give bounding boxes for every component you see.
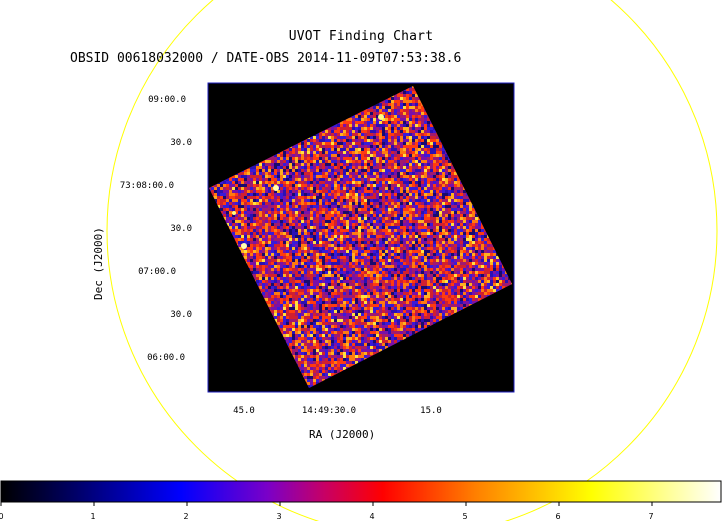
- colorbar-label: 0: [0, 512, 4, 521]
- dec-tick-label: 06:00.0: [147, 353, 185, 363]
- source-marker: [241, 243, 247, 249]
- y-axis-label: Dec (J2000): [92, 227, 105, 300]
- source-marker: [273, 185, 279, 191]
- ra-tick-label: 15.0: [420, 406, 442, 416]
- ra-tick-label: 14:49:30.0: [301, 406, 357, 416]
- ra-tick-label: 45.0: [233, 406, 255, 416]
- colorbar-label: 6: [555, 512, 561, 521]
- chart-subtitle: OBSID 00618032000 / DATE-OBS 2014-11-09T…: [70, 51, 462, 66]
- dec-tick-label: 07:00.0: [138, 267, 176, 277]
- dec-tick-label: 09:00.0: [148, 95, 186, 105]
- source-marker: [378, 114, 384, 120]
- colorbar-label: 2: [183, 512, 189, 521]
- colorbar: [0, 480, 722, 503]
- bright-sources: [232, 114, 384, 249]
- colorbar-label: 4: [369, 512, 375, 521]
- source-marker: [232, 211, 236, 215]
- colorbar-label: 3: [276, 512, 282, 521]
- colorbar-label: 1: [90, 512, 96, 521]
- colorbar-label: 7: [648, 512, 654, 521]
- dec-tick-label: 73:08:00.0: [119, 181, 174, 191]
- x-axis-label: RA (J2000): [309, 428, 376, 441]
- dec-tick-label: 30.0: [170, 224, 192, 234]
- colorbar-ticks: [0, 502, 653, 506]
- colorbar-label: 5: [462, 512, 468, 521]
- chart-title: UVOT Finding Chart: [288, 29, 434, 44]
- dec-tick-label: 30.0: [170, 310, 192, 320]
- dec-tick-label: 30.0: [170, 138, 192, 148]
- fov-circle: [106, 0, 718, 521]
